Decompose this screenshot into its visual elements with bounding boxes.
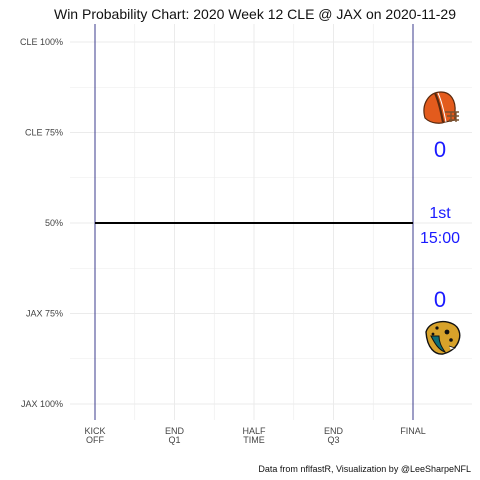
chart-caption: Data from nflfastR, Visualization by @Le… (258, 464, 471, 474)
jax-jaguar-icon (425, 320, 461, 355)
x-tick-label: END Q1 (165, 426, 185, 445)
game-clock: 15:00 (420, 230, 460, 247)
y-tick-label: CLE 75% (25, 128, 63, 138)
y-tick-label: JAX 75% (26, 309, 63, 319)
quarter-label: 1st (429, 205, 451, 222)
y-tick-label: 50% (45, 218, 63, 228)
cle-score: 0 (434, 137, 446, 162)
x-tick-label: HALF TIME (242, 426, 266, 445)
cle-helmet-icon (423, 91, 459, 124)
jax-score: 0 (434, 287, 446, 312)
x-tick-label: FINAL (400, 426, 426, 436)
x-axis-ticks: KICK OFF END Q1 HALF TIME END Q3 FINAL (84, 426, 425, 445)
chart-title: Win Probability Chart: 2020 Week 12 CLE … (54, 6, 456, 22)
y-tick-label: CLE 100% (20, 37, 63, 47)
y-tick-label: JAX 100% (21, 399, 63, 409)
x-tick-label: END Q3 (324, 426, 344, 445)
x-tick-label: KICK OFF (84, 426, 105, 445)
y-axis-ticks: CLE 100% CLE 75% 50% JAX 75% JAX 100% (20, 37, 63, 409)
